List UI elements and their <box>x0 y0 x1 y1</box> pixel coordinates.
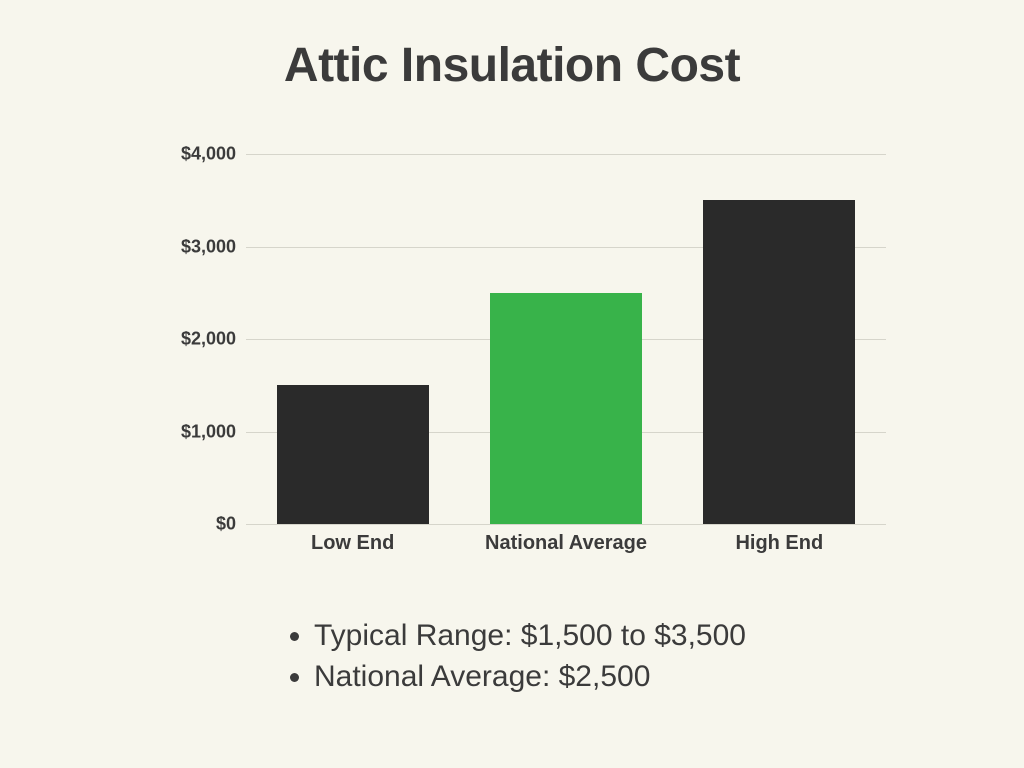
summary-bullet-item: Typical Range: $1,500 to $3,500 <box>314 616 746 657</box>
y-tick-label: $1,000 <box>176 421 236 442</box>
bar-high-end <box>703 200 855 524</box>
x-tick-label: National Average <box>459 532 672 555</box>
x-tick-label: Low End <box>246 532 459 555</box>
plot-area <box>246 154 886 524</box>
x-axis-labels: Low EndNational AverageHigh End <box>246 532 886 555</box>
gridline <box>246 524 886 525</box>
bar-wrap <box>673 200 886 524</box>
y-tick-label: $0 <box>176 514 236 535</box>
bar-national-average <box>490 293 642 524</box>
y-tick-label: $2,000 <box>176 329 236 350</box>
y-tick-label: $3,000 <box>176 236 236 257</box>
summary-bullet-item: National Average: $2,500 <box>314 657 746 698</box>
bar-low-end <box>277 385 429 524</box>
x-tick-label: High End <box>673 532 886 555</box>
bars-group <box>246 154 886 524</box>
y-tick-label: $4,000 <box>176 144 236 165</box>
bar-chart: $0$1,000$2,000$3,000$4,000 Low EndNation… <box>176 144 886 544</box>
summary-bullets: Typical Range: $1,500 to $3,500National … <box>0 616 1024 697</box>
chart-title: Attic Insulation Cost <box>0 38 1024 93</box>
bar-wrap <box>246 385 459 524</box>
bar-wrap <box>459 293 672 524</box>
